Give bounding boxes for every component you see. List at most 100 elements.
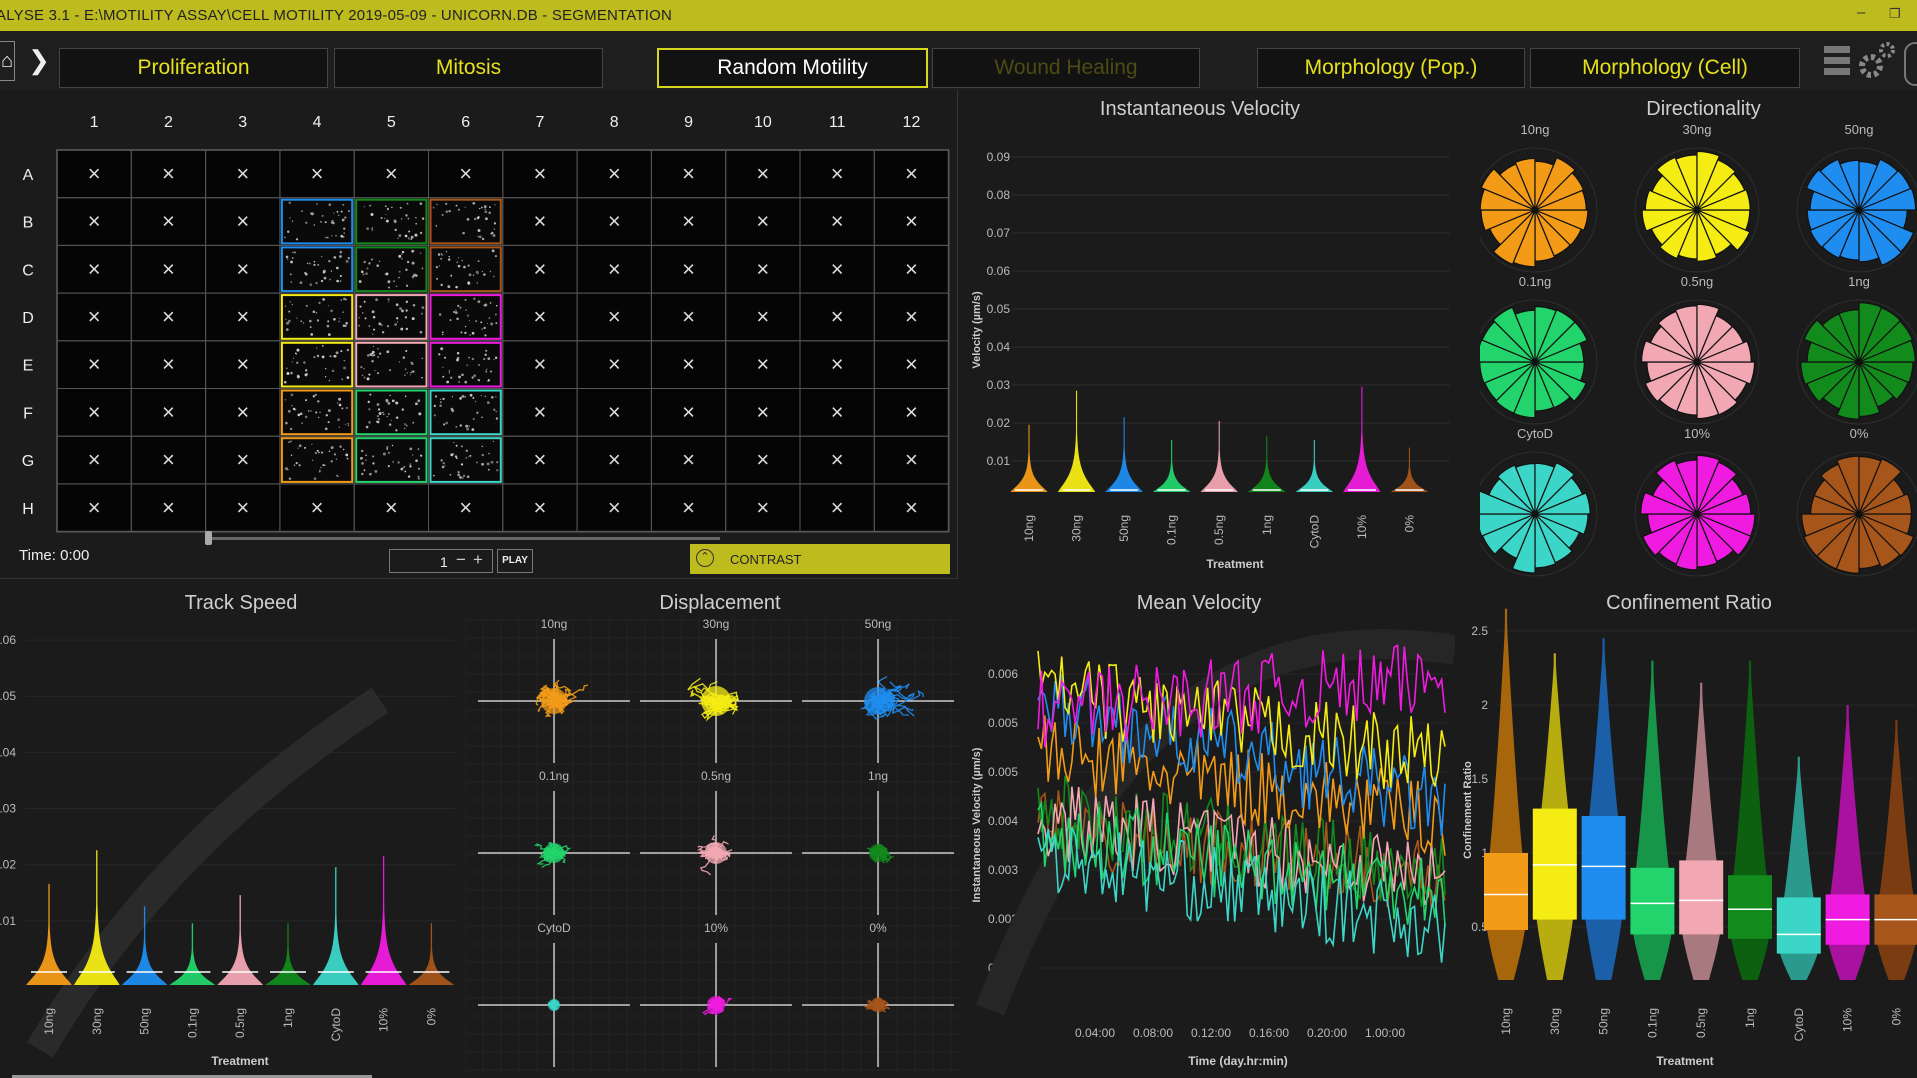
empty-well-icon: × (756, 256, 769, 281)
cell-dot (483, 326, 486, 330)
forward-button[interactable]: ❯ (24, 41, 54, 79)
cell-dot (403, 427, 406, 430)
plus-icon[interactable]: + (473, 550, 483, 569)
cell-dot (469, 393, 473, 397)
rose-ring (1796, 451, 1917, 577)
chart-title: Mean Velocity (1136, 592, 1262, 614)
cell-dot (326, 324, 330, 328)
cell-dot (411, 317, 415, 321)
empty-well-icon: × (534, 352, 547, 377)
slider-handle[interactable] (205, 531, 212, 545)
empty-well-icon: × (756, 495, 769, 520)
cell-dot (321, 355, 325, 359)
empty-well-icon: × (608, 352, 621, 377)
cell-dot (420, 312, 423, 315)
rose-label: 30ng (1683, 122, 1712, 137)
cell-dot (457, 470, 460, 474)
cell-dot (382, 411, 384, 414)
x-tick-label: 10% (377, 1008, 391, 1032)
cell-dot (469, 454, 472, 457)
cell-dot (306, 262, 309, 265)
cell-dot (378, 322, 382, 326)
cell-dot (442, 461, 445, 465)
cell-dot (304, 415, 308, 419)
play-button[interactable]: PLAY (497, 549, 533, 573)
empty-well-icon: × (831, 495, 844, 520)
cell-dot (411, 275, 415, 279)
rose-sector (1492, 209, 1536, 266)
cell-dot (486, 401, 490, 405)
track-speed-chart: .01 .02 .03 .04 .05 .06 10ng 30ng 50ng 0.1ng 0.5ng… (0, 633, 455, 1068)
cell-dot (318, 301, 321, 304)
tab-proliferation[interactable]: Proliferation (59, 48, 328, 88)
cell-dot (410, 371, 413, 374)
contrast-button[interactable]: ⌃ CONTRAST (690, 544, 950, 574)
y-tick-label: 2 (1481, 698, 1488, 712)
cell-dot (476, 282, 479, 284)
empty-well-icon: × (756, 352, 769, 377)
violin-0.5ng (217, 895, 264, 985)
time-slider[interactable] (205, 531, 720, 545)
cell-dot (301, 210, 303, 212)
track-bundle-10ng (535, 679, 589, 717)
tab-morphology-pop[interactable]: Morphology (Pop.) (1257, 48, 1525, 88)
empty-well-icon: × (236, 352, 249, 377)
cell-dot (333, 354, 337, 358)
cell-dot (438, 353, 441, 356)
minimize-button[interactable]: – (1857, 4, 1866, 21)
cell-dot (494, 204, 496, 206)
cell-dot (473, 374, 477, 377)
bottom-scrollbar[interactable] (12, 1075, 372, 1078)
cell-dot (410, 361, 412, 363)
frame-stepper[interactable]: 1 − + (389, 549, 493, 573)
cell-dot (409, 465, 412, 468)
y-tick-label: .05 (0, 689, 16, 703)
column-header: 3 (238, 114, 247, 131)
cell-dot (492, 440, 494, 442)
cell-dot (445, 250, 448, 253)
violin-shape (265, 923, 311, 985)
gear-edge-icon[interactable] (1904, 42, 1917, 86)
cell-dot (457, 304, 460, 307)
rose-sector (1496, 464, 1536, 515)
restore-button[interactable]: ❐ (1889, 6, 1901, 21)
tab-random-motility[interactable]: Random Motility (657, 48, 928, 88)
cell-dot (466, 364, 469, 367)
cell-dot (327, 320, 330, 323)
cell-dot (393, 280, 396, 283)
panel-label: 50ng (865, 617, 892, 631)
cell-dot (485, 370, 488, 373)
cell-dot (461, 260, 463, 262)
track-core (870, 997, 886, 1013)
cell-dot (440, 459, 443, 462)
list-icon[interactable] (1824, 44, 1850, 78)
cell-dot (405, 424, 408, 427)
cell-dot (421, 267, 424, 270)
empty-well-icon: × (905, 304, 918, 329)
tab-mitosis[interactable]: Mitosis (334, 48, 603, 88)
cell-dot (296, 374, 300, 378)
gears-icon[interactable] (1857, 38, 1897, 82)
cell-dot (417, 467, 420, 470)
column-header: 9 (684, 114, 693, 131)
cell-dot (384, 273, 386, 275)
tab-morphology-cell[interactable]: Morphology (Cell) (1530, 48, 1800, 88)
cell-dot (484, 334, 487, 337)
violin-shape (1010, 424, 1048, 492)
y-tick-label: 0.004 (988, 814, 1018, 828)
well-image (429, 198, 502, 245)
empty-well-icon: × (831, 304, 844, 329)
cell-dot (345, 298, 347, 301)
cell-dot (484, 395, 487, 398)
cell-dot (318, 451, 320, 454)
minus-icon[interactable]: − (456, 550, 466, 569)
home-button[interactable]: ⌂ (0, 41, 15, 81)
cell-dot (335, 474, 338, 477)
cell-dot (396, 321, 399, 323)
cell-dot (365, 425, 369, 429)
cell-dot (459, 306, 462, 309)
cell-dot (336, 210, 339, 213)
violin-shape (121, 906, 168, 985)
cell-dot (481, 237, 485, 241)
cell-dot (371, 360, 374, 363)
